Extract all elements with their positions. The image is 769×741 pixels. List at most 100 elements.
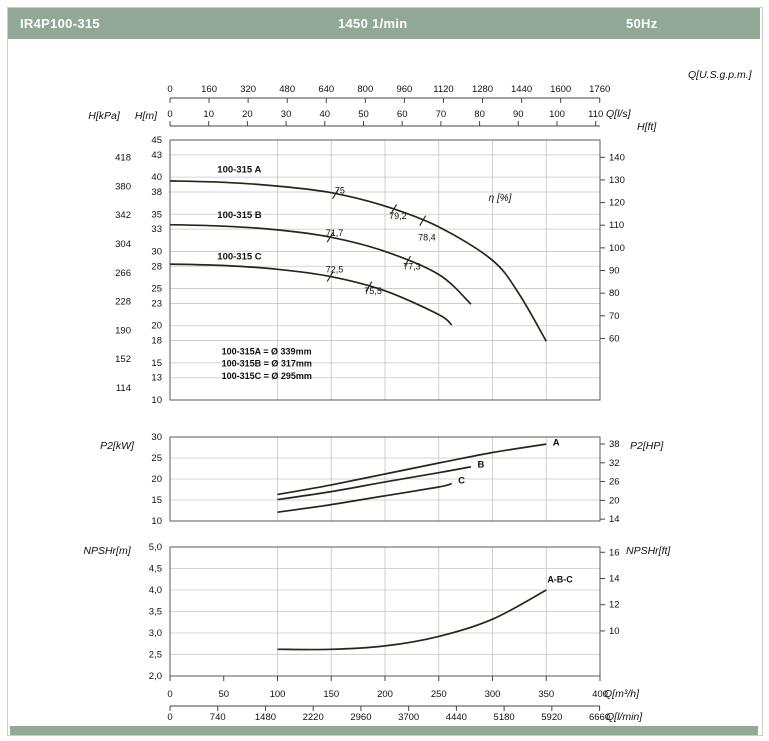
efficiency-value: 72,5 — [326, 264, 344, 274]
ls-tick-label: 30 — [281, 109, 292, 120]
npsh-m-tick-label: 4,5 — [149, 564, 162, 575]
h-m-tick-label: 10 — [151, 395, 162, 406]
eta-percent-label: η [%] — [489, 193, 512, 204]
usgpm-tick-label: 1760 — [589, 84, 610, 95]
efficiency-value: 79,2 — [389, 211, 407, 221]
h-ft-axis-title: H[ft] — [637, 121, 657, 133]
usgpm-tick-label: 1600 — [550, 84, 571, 95]
h-kpa-tick-label: 190 — [115, 325, 131, 336]
pump-model: IR4P100-315 — [20, 16, 100, 31]
h-ft-tick-label: 90 — [609, 266, 620, 277]
lmin-tick-label: 0 — [167, 712, 172, 723]
h-ft-tick-label: 140 — [609, 152, 625, 163]
h-ft-tick-label: 60 — [609, 333, 620, 344]
ls-tick-label: 100 — [549, 109, 565, 120]
ls-tick-label: 70 — [436, 109, 447, 120]
footer-bar — [10, 726, 758, 735]
npsh-ft-tick-label: 12 — [609, 600, 620, 611]
power-curve-C — [277, 482, 452, 514]
npsh-ft-axis-title: NPSHr[ft] — [626, 545, 671, 557]
h-kpa-tick-label: 380 — [115, 181, 131, 192]
lmin-tick-label: 1480 — [255, 712, 276, 723]
h-m-tick-label: 35 — [151, 209, 162, 220]
h-m-tick-label: 45 — [151, 135, 162, 146]
lmin-tick-label: 5180 — [494, 712, 515, 723]
power-chart-frame — [169, 436, 601, 522]
npsh-m-tick-label: 5,0 — [149, 542, 162, 553]
usgpm-tick-label: 800 — [357, 84, 373, 95]
efficiency-tick — [365, 281, 373, 292]
h-ft-tick-label: 120 — [609, 198, 625, 209]
p2-hp-tick-label: 38 — [609, 439, 620, 450]
m3h-tick-label: 350 — [538, 689, 554, 700]
npsh-m-tick-label: 4,0 — [149, 585, 162, 596]
m3h-tick-label: 0 — [167, 689, 172, 700]
h-m-tick-label: 40 — [151, 172, 162, 183]
impeller-diameter-note: 100-315C = Ø 295mm — [222, 371, 312, 381]
h-kpa-axis-title: H[kPa] — [88, 110, 121, 122]
head-curve-label-A: 100-315 A — [217, 165, 261, 176]
ls-tick-label: 80 — [474, 109, 485, 120]
usgpm-tick-label: 640 — [318, 84, 334, 95]
npsh-m-tick-label: 2,0 — [149, 671, 162, 682]
p2-kw-tick-label: 20 — [151, 474, 162, 485]
npsh-m-tick-label: 3,5 — [149, 607, 162, 618]
npsh-m-tick-label: 2,5 — [149, 650, 162, 661]
npsh-curve-A-B-C — [277, 589, 547, 651]
p2-hp-tick-label: 26 — [609, 477, 620, 488]
m3h-tick-label: 400 — [592, 689, 608, 700]
h-ft-tick-label: 130 — [609, 175, 625, 186]
head-curve-B — [169, 223, 472, 305]
h-m-tick-label: 13 — [151, 373, 162, 384]
h-kpa-tick-label: 304 — [115, 239, 131, 250]
p2-kw-tick-label: 10 — [151, 516, 162, 527]
head-chart-frame — [169, 139, 601, 401]
m3h-tick-label: 150 — [323, 689, 339, 700]
p2-kw-tick-label: 25 — [151, 453, 162, 464]
m3h-tick-label: 300 — [485, 689, 501, 700]
ls-tick-label: 50 — [358, 109, 369, 120]
lmin-tick-label: 2220 — [303, 712, 324, 723]
lmin-tick-label: 5920 — [541, 712, 562, 723]
h-kpa-tick-label: 228 — [115, 297, 131, 308]
npsh-ft-tick-label: 10 — [609, 626, 620, 637]
impeller-diameter-note: 100-315B = Ø 317mm — [222, 359, 312, 369]
m3h-tick-label: 250 — [431, 689, 447, 700]
h-m-tick-label: 30 — [151, 246, 162, 257]
head-curve-C — [169, 263, 453, 326]
efficiency-tick — [404, 255, 412, 267]
h-ft-tick-label: 80 — [609, 288, 620, 299]
h-m-tick-label: 43 — [151, 150, 162, 161]
usgpm-tick-label: 960 — [396, 84, 412, 95]
ls-tick-label: 60 — [397, 109, 408, 120]
ls-tick-label: 90 — [513, 109, 524, 120]
head-curve-label-C: 100-315 C — [217, 252, 262, 263]
p2-hp-axis-title: P2[HP] — [630, 440, 664, 452]
h-kpa-tick-label: 114 — [116, 383, 131, 394]
usgpm-tick-label: 1280 — [472, 84, 493, 95]
power-curve-B — [277, 465, 472, 501]
npsh-ft-tick-label: 14 — [609, 574, 620, 585]
pump-speed: 1450 1/min — [338, 16, 408, 31]
ls-tick-label: 40 — [320, 109, 331, 120]
p2-hp-tick-label: 20 — [609, 495, 620, 506]
usgpm-tick-label: 480 — [279, 84, 295, 95]
lmin-tick-label: 3700 — [398, 712, 419, 723]
p2-kw-tick-label: 30 — [151, 432, 162, 443]
header-bar: IR4P100-315 1450 1/min 50Hz — [8, 8, 760, 39]
power-curve-label-A: A — [553, 437, 560, 448]
usgpm-axis-title: Q[U.S.g.p.m.] — [688, 69, 753, 81]
efficiency-value: 77,3 — [403, 261, 421, 271]
h-m-tick-label: 38 — [151, 187, 162, 198]
h-ft-tick-label: 110 — [609, 220, 624, 231]
power-curve-A — [277, 443, 547, 496]
ls-tick-label: 10 — [203, 109, 214, 120]
ls-tick-label: 110 — [588, 109, 603, 120]
h-m-axis-title: H[m] — [135, 110, 158, 122]
impeller-diameter-note: 100-315A = Ø 339mm — [222, 347, 312, 357]
h-m-tick-label: 25 — [151, 284, 162, 295]
ls-tick-label: 0 — [167, 109, 172, 120]
usgpm-tick-label: 320 — [240, 84, 256, 95]
h-m-tick-label: 20 — [151, 321, 162, 332]
h-m-tick-label: 15 — [151, 358, 162, 369]
